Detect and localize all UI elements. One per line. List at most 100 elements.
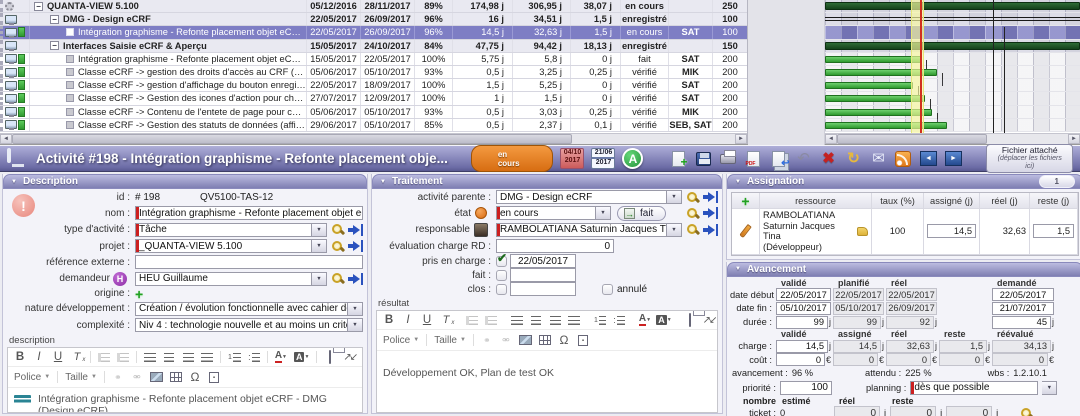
size-select[interactable]: Taille ▼ <box>434 334 466 346</box>
assignation-panel-header[interactable]: ▼ Assignation 1 <box>727 174 1080 189</box>
ordered-list-icon[interactable]: 1 <box>228 352 241 362</box>
pane-left-icon[interactable]: ◄ <box>916 148 940 170</box>
search-icon[interactable] <box>686 223 700 236</box>
reste-input[interactable]: 1,5 <box>1033 224 1074 239</box>
durée-c1-input[interactable]: 99 <box>776 315 828 329</box>
goto-icon[interactable] <box>703 223 718 236</box>
nom-input[interactable]: Intégration graphisme - Refonte placemen… <box>135 206 363 221</box>
outdent-icon[interactable] <box>98 352 110 362</box>
set-fait-button[interactable]: → fait <box>617 205 667 221</box>
scroll-right-icon[interactable]: ► <box>735 134 747 144</box>
text-color-icon[interactable]: A ▼ <box>274 350 287 364</box>
paste-icon[interactable]: ▪ <box>577 334 589 346</box>
gantt-task-bar[interactable] <box>825 108 932 116</box>
link-icon[interactable]: ⚭ <box>483 334 491 345</box>
table-row[interactable]: − Interfaces Saisie eCRF & Aperçu 15/05/20… <box>0 39 747 53</box>
task-name-cell[interactable]: − DMG - Design eCRF <box>30 13 307 26</box>
type-activite-select[interactable]: Tâche <box>135 222 312 237</box>
pris-en-charge-date[interactable]: 22/05/2017 <box>510 254 576 269</box>
ticket-estime-input[interactable]: 0 <box>834 406 880 416</box>
coût-c1-input[interactable]: 0 <box>776 353 825 367</box>
ordered-list-icon[interactable]: 1 <box>594 315 606 325</box>
refresh-icon[interactable]: ↻ <box>847 150 860 167</box>
print-icon[interactable] <box>684 313 696 328</box>
maximize-icon[interactable]: ↗↙ <box>702 314 717 326</box>
responsable-select[interactable]: RAMBOLATIANA Saturnin Jacques Tina <box>496 222 667 237</box>
collapse-icon[interactable]: ▼ <box>11 178 17 185</box>
table-row[interactable]: − DMG - Design eCRF 22/05/2017 26/09/2017 96… <box>0 13 747 27</box>
goto-icon[interactable] <box>348 240 363 253</box>
table-icon[interactable] <box>538 335 551 346</box>
search-icon[interactable] <box>331 223 345 236</box>
undo-icon[interactable]: ↶ <box>797 150 810 167</box>
goto-icon[interactable] <box>348 272 363 285</box>
special-char-icon[interactable]: Ω <box>559 333 569 348</box>
align-right-icon[interactable] <box>549 315 561 325</box>
task-name-cell[interactable]: − QUANTA-VIEW 5.100 <box>30 0 307 13</box>
gantt-task-bar[interactable] <box>825 121 947 129</box>
bg-color-icon[interactable]: A ▼ <box>656 315 672 326</box>
pane-right-icon[interactable]: ► <box>941 148 965 170</box>
unlink-icon[interactable]: ⚮ <box>502 334 510 345</box>
indent-icon[interactable] <box>117 352 129 362</box>
gantt-task-bar[interactable] <box>825 95 925 103</box>
dropdown-icon[interactable]: ▼ <box>348 318 363 333</box>
dropdown-icon[interactable]: ▼ <box>596 206 611 221</box>
maximize-icon[interactable]: ↗↙ <box>343 351 358 363</box>
print-icon[interactable] <box>324 350 336 365</box>
traitement-panel-header[interactable]: ▼ Traitement <box>372 174 722 189</box>
fait-checkbox[interactable] <box>496 269 507 281</box>
dropdown-icon[interactable]: ▼ <box>312 222 327 237</box>
table-icon[interactable] <box>169 372 182 383</box>
ticket-reel-input[interactable]: 0 <box>890 406 937 416</box>
fait-date[interactable] <box>510 268 576 283</box>
gantt-hscrollbar[interactable]: ◄ ► <box>825 133 1080 144</box>
dropdown-icon[interactable]: ▼ <box>312 239 327 254</box>
bg-color-icon[interactable]: A ▼ <box>293 352 310 363</box>
bold-icon[interactable]: B <box>15 351 25 364</box>
align-left-icon[interactable] <box>511 315 523 325</box>
requested-date-calendar-icon[interactable]: 21/06 2017 <box>591 148 616 169</box>
attach-file-button[interactable]: Fichier attaché (déplacer les fichiers i… <box>986 143 1073 174</box>
scroll-left-icon[interactable]: ◄ <box>0 134 12 144</box>
dropdown-icon[interactable]: ▼ <box>312 271 327 286</box>
priorite-input[interactable]: 100 <box>780 380 832 395</box>
scroll-left-icon[interactable]: ◄ <box>825 134 837 144</box>
align-justify-icon[interactable] <box>201 352 213 362</box>
projet-select[interactable]: _QUANTA-VIEW 5.100 <box>135 239 312 254</box>
drag-grip-icon[interactable] <box>14 395 31 405</box>
charge-c1-input[interactable]: 14,5 <box>776 339 828 353</box>
table-row[interactable]: Classe eCRF -> Gestion des icones d'acti… <box>0 92 747 106</box>
activite-parente-select[interactable]: DMG - Design eCRF <box>496 190 667 205</box>
link-icon[interactable]: ⚭ <box>114 371 122 382</box>
paste-icon[interactable]: ▪ <box>208 371 220 383</box>
collapse-expander-icon[interactable]: − <box>34 1 43 11</box>
search-icon[interactable] <box>686 191 700 204</box>
table-hscrollbar[interactable]: ◄ ► <box>0 133 747 144</box>
collapse-icon[interactable]: ▼ <box>735 178 741 185</box>
delete-icon[interactable]: ✖ <box>822 150 835 167</box>
task-name-cell[interactable]: Classe eCRF -> Contenu de l'entete de pa… <box>30 105 307 118</box>
align-right-icon[interactable] <box>182 352 194 362</box>
dropdown-icon[interactable]: ▼ <box>1042 380 1058 395</box>
description-editor-content[interactable]: Intégration graphisme - Refonte placemen… <box>8 388 362 412</box>
task-name-cell[interactable]: − Interfaces Saisie eCRF & Aperçu <box>30 39 307 52</box>
task-name-cell[interactable]: Classe eCRF -> gestion des droits d'accè… <box>30 65 307 79</box>
dropdown-icon[interactable]: ▼ <box>667 190 682 205</box>
task-name-cell[interactable]: Classe eCRF -> Gestion des statuts de do… <box>30 118 307 131</box>
search-icon[interactable] <box>1020 407 1034 416</box>
evaluation-charge-input[interactable]: 0 <box>496 239 614 254</box>
collapse-expander-icon[interactable]: − <box>50 14 59 24</box>
align-center-icon[interactable] <box>530 315 542 325</box>
align-left-icon[interactable] <box>144 352 156 362</box>
copy-icon[interactable]: ↩ <box>766 148 790 170</box>
add-origine-icon[interactable]: + <box>135 285 144 302</box>
collapse-icon[interactable]: ▼ <box>380 178 386 185</box>
durée-c5-input[interactable]: 45 <box>992 315 1051 329</box>
table-row[interactable]: Classe eCRF -> Contenu de l'entete de pa… <box>0 105 747 119</box>
demandeur-select[interactable]: HEU Guillaume <box>135 271 312 286</box>
ticket-reste-input[interactable]: 0 <box>946 406 993 416</box>
align-center-icon[interactable] <box>163 352 175 362</box>
